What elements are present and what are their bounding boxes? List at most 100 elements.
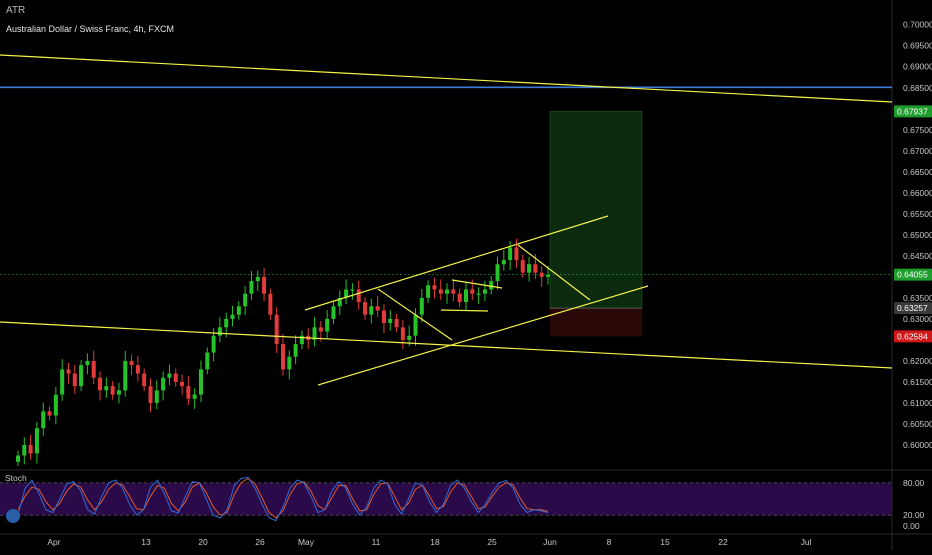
flag-bottom-line[interactable] bbox=[440, 309, 489, 312]
candle-body bbox=[173, 373, 178, 382]
candle-body bbox=[34, 428, 39, 454]
candle-body bbox=[211, 335, 216, 353]
candle-body bbox=[375, 306, 380, 311]
candle-body bbox=[325, 318, 330, 332]
candle-body bbox=[299, 335, 304, 345]
y-tick-label: 0.61000 bbox=[903, 398, 932, 408]
candle-body bbox=[268, 293, 273, 315]
candle-body bbox=[198, 369, 203, 395]
candle-body bbox=[312, 327, 317, 340]
candle-body bbox=[451, 289, 456, 294]
candle-body bbox=[331, 306, 336, 319]
price-label-text: 0.62584 bbox=[897, 331, 928, 341]
price-label-box bbox=[894, 105, 932, 118]
y-tick-label: 0.63500 bbox=[903, 293, 932, 303]
price-label-text: 0.67937 bbox=[897, 106, 928, 116]
candle-body bbox=[495, 264, 500, 282]
candle-body bbox=[293, 344, 298, 357]
candle-body bbox=[432, 285, 437, 290]
candle-body bbox=[350, 289, 355, 291]
indicator-label[interactable]: ATR bbox=[6, 5, 26, 16]
candle-body bbox=[489, 281, 494, 290]
x-tick-label: 11 bbox=[372, 537, 381, 547]
candle-body bbox=[110, 386, 115, 395]
lower-long-trendline[interactable] bbox=[0, 321, 893, 369]
x-tick-label: 25 bbox=[487, 537, 497, 547]
stoch-label[interactable]: Stoch bbox=[5, 473, 27, 483]
candle-body bbox=[407, 335, 412, 340]
candle-body bbox=[514, 247, 519, 261]
x-tick-label: 15 bbox=[660, 537, 670, 547]
y-tick-label: 0.60000 bbox=[903, 440, 932, 450]
upper-long-trendline[interactable] bbox=[0, 54, 893, 103]
candle-body bbox=[180, 381, 185, 387]
candle-body bbox=[129, 360, 134, 366]
y-tick-label: 0.65000 bbox=[903, 230, 932, 240]
y-tick-label: 0.62000 bbox=[903, 356, 932, 366]
candle-body bbox=[243, 293, 248, 307]
x-tick-label: Apr bbox=[47, 537, 60, 547]
flag-top-line[interactable] bbox=[451, 279, 503, 289]
candle-body bbox=[255, 276, 260, 282]
y-tick-label: 0.61500 bbox=[903, 377, 932, 387]
candle-body bbox=[135, 365, 140, 374]
y-tick-label: 0.66500 bbox=[903, 167, 932, 177]
candle-body bbox=[419, 297, 424, 315]
candle-body bbox=[41, 411, 46, 429]
app-logo-icon[interactable] bbox=[6, 509, 20, 523]
flag-resistance-line[interactable] bbox=[377, 288, 453, 341]
candle-body bbox=[546, 274, 550, 277]
y-tick-label: 0.69000 bbox=[903, 62, 932, 72]
y-tick-label: 0.63000 bbox=[903, 314, 932, 324]
candle-body bbox=[356, 289, 361, 303]
candle-body bbox=[363, 302, 368, 315]
candle-body bbox=[470, 289, 475, 294]
candle-body bbox=[148, 386, 153, 403]
candle-body bbox=[249, 281, 254, 294]
wedge-resistance-line[interactable] bbox=[517, 244, 591, 301]
candle-body bbox=[381, 310, 386, 324]
price-label-box bbox=[894, 302, 932, 315]
x-tick-label: 18 bbox=[430, 537, 440, 547]
candle-body bbox=[527, 264, 532, 273]
channel-lower-trendline[interactable] bbox=[317, 285, 649, 386]
position-stop-zone[interactable] bbox=[550, 308, 642, 337]
candle-body bbox=[60, 369, 65, 395]
candle-body bbox=[72, 373, 77, 387]
y-tick-label: 0.70000 bbox=[903, 20, 932, 30]
y-tick-label: 0.66000 bbox=[903, 188, 932, 198]
x-tick-label: 13 bbox=[141, 537, 151, 547]
candle-body bbox=[262, 276, 267, 294]
candle-body bbox=[47, 411, 52, 416]
candle-body bbox=[344, 289, 349, 298]
candle-body bbox=[445, 289, 450, 294]
y-tick-label: 0.64500 bbox=[903, 251, 932, 261]
candle-body bbox=[457, 293, 462, 303]
candle-body bbox=[438, 289, 443, 294]
y-tick-label: 0.67000 bbox=[903, 146, 932, 156]
candle-body bbox=[463, 289, 468, 303]
candle-body bbox=[337, 297, 342, 307]
candle-body bbox=[217, 327, 222, 336]
candle-body bbox=[161, 377, 166, 391]
y-tick-label: 0.60500 bbox=[903, 419, 932, 429]
candle-body bbox=[91, 360, 96, 378]
candle-body bbox=[205, 352, 210, 370]
candle-body bbox=[388, 318, 393, 324]
candle-body bbox=[236, 306, 241, 315]
x-tick-label: 26 bbox=[255, 537, 265, 547]
candle-body bbox=[482, 289, 487, 294]
candle-body bbox=[230, 314, 235, 319]
price-label-text: 0.64055 bbox=[897, 270, 928, 280]
candle-body bbox=[186, 386, 191, 399]
candle-body bbox=[476, 293, 481, 295]
candle-body bbox=[520, 260, 525, 273]
candle-body bbox=[369, 306, 374, 315]
candle-body bbox=[53, 394, 58, 416]
position-target-zone[interactable] bbox=[549, 111, 643, 309]
channel-upper-trendline[interactable] bbox=[304, 215, 609, 311]
candle-body bbox=[318, 327, 323, 332]
x-tick-label: 8 bbox=[607, 537, 612, 547]
candle-body bbox=[22, 444, 27, 456]
